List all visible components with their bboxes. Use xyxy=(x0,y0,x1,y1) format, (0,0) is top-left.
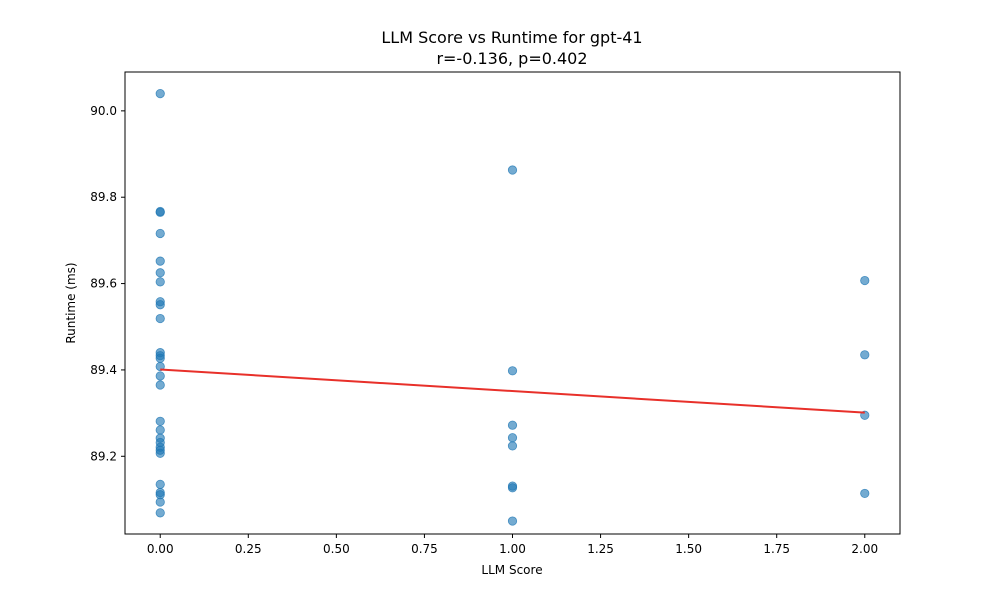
x-tick-label: 1.25 xyxy=(587,542,614,556)
y-axis-ticks: 89.2 89.4 89.6 89.8 90.0 xyxy=(90,104,125,463)
x-tick-label: 1.00 xyxy=(499,542,526,556)
y-axis-label: Runtime (ms) xyxy=(64,262,78,343)
trend-line xyxy=(160,368,865,414)
data-point xyxy=(507,165,518,175)
data-point xyxy=(155,497,165,507)
data-point xyxy=(155,371,165,381)
points-layer xyxy=(155,88,870,526)
trendline-layer xyxy=(160,368,865,414)
data-point xyxy=(155,353,165,363)
x-axis-label: LLM Score xyxy=(481,563,542,577)
data-point xyxy=(507,483,518,493)
y-tick-label: 89.2 xyxy=(90,449,117,463)
data-point xyxy=(507,516,518,526)
data-point xyxy=(507,433,518,443)
data-point xyxy=(155,448,165,458)
chart-title: LLM Score vs Runtime for gpt-41 xyxy=(381,28,642,47)
x-tick-label: 0.25 xyxy=(235,542,262,556)
data-point xyxy=(155,416,165,426)
data-point xyxy=(155,361,165,372)
y-tick-label: 89.8 xyxy=(90,190,117,204)
data-point xyxy=(155,300,165,310)
x-axis-ticks: 0.00 0.25 0.50 0.75 1.00 1.25 1.50 1.75 2.00 xyxy=(147,534,878,556)
x-tick-label: 1.75 xyxy=(763,542,790,556)
data-point xyxy=(155,508,165,518)
x-tick-label: 2.00 xyxy=(851,542,878,556)
x-tick-label: 0.50 xyxy=(323,542,350,556)
y-tick-label: 90.0 xyxy=(90,104,117,118)
data-point xyxy=(155,228,165,239)
data-point xyxy=(507,366,518,376)
data-point xyxy=(155,277,165,287)
data-point xyxy=(155,256,165,266)
data-point xyxy=(155,425,165,435)
x-tick-label: 1.50 xyxy=(675,542,702,556)
data-point xyxy=(860,275,870,286)
data-point xyxy=(860,350,870,360)
chart-subtitle: r=-0.136, p=0.402 xyxy=(436,49,587,68)
data-point xyxy=(155,207,165,217)
x-tick-label: 0.75 xyxy=(411,542,438,556)
data-point xyxy=(155,88,165,99)
data-point xyxy=(155,313,165,324)
y-tick-label: 89.6 xyxy=(90,277,117,291)
data-point xyxy=(507,420,518,430)
y-tick-label: 89.4 xyxy=(90,363,117,377)
x-tick-label: 0.00 xyxy=(147,542,174,556)
data-point xyxy=(155,380,165,390)
data-point xyxy=(860,488,870,499)
data-point xyxy=(507,441,518,451)
data-point xyxy=(155,268,165,278)
data-point xyxy=(155,479,165,489)
